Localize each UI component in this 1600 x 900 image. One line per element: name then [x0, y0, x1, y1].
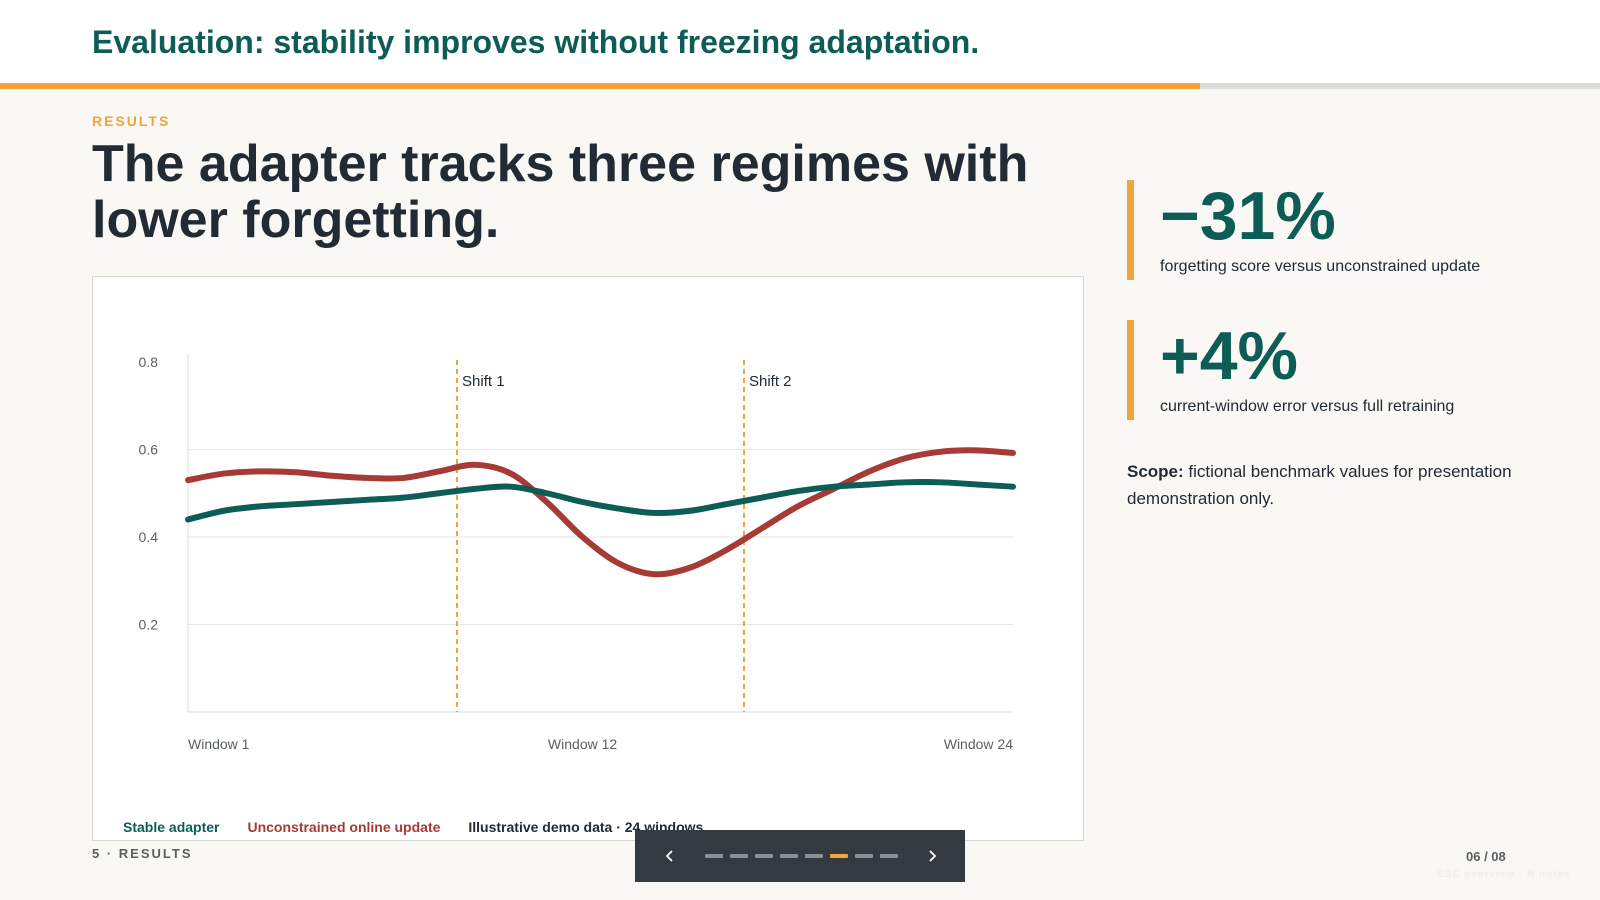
legend-unconstrained-update: Unconstrained online update	[247, 819, 441, 835]
deck-progress-fill	[0, 83, 1200, 89]
slide-dot-3[interactable]	[754, 854, 773, 858]
scope-note: Scope: fictional benchmark values for pr…	[1127, 458, 1557, 512]
slide-navigation	[635, 830, 965, 882]
slide-dot-8[interactable]	[879, 854, 898, 858]
slide-dot-6[interactable]	[829, 854, 848, 858]
x-tick-label: Window 24	[944, 736, 1013, 752]
stat-error-label: current-window error versus full retrain…	[1160, 398, 1455, 415]
series-line-unconstrained-update	[185, 447, 1016, 578]
slide-dot-2[interactable]	[729, 854, 748, 858]
series-line-stable-adapter	[185, 479, 1016, 523]
x-tick-label: Window 1	[188, 736, 250, 752]
stat-forgetting-label: forgetting score versus unconstrained up…	[1160, 258, 1481, 275]
shift-marker-label: Shift 2	[749, 373, 792, 390]
y-tick-label: 0.4	[139, 529, 159, 545]
stat-error-value: +4%	[1160, 318, 1298, 394]
y-tick-label: 0.8	[139, 354, 159, 370]
slide-header: Evaluation: stability improves without f…	[0, 0, 1600, 84]
slide-dot-1[interactable]	[704, 854, 723, 858]
scope-label: Scope:	[1127, 462, 1184, 481]
x-tick-label: Window 12	[548, 736, 617, 752]
chevron-left-icon	[665, 850, 673, 862]
previous-slide-button[interactable]	[657, 843, 683, 869]
scope-text: fictional benchmark values for presentat…	[1127, 462, 1512, 508]
chart-card: 0.2 0.4 0.6 0.8 Window 1 Window 12 Window 24 Sh…	[92, 276, 1084, 841]
y-tick-label: 0.2	[139, 617, 159, 633]
y-tick-label: 0.6	[139, 442, 159, 458]
slide-headline: The adapter tracks three regimes with lo…	[92, 135, 1029, 249]
footer-page-counter: 06 / 08	[1466, 849, 1506, 864]
deck-progress-bar	[0, 83, 1600, 89]
stat-forgetting: −31% forgetting score versus unconstrain…	[1127, 180, 1480, 280]
slide-title: Evaluation: stability improves without f…	[92, 24, 980, 60]
slide-dot-4[interactable]	[779, 854, 798, 858]
footer-keyboard-hint: ESC overview · N notes	[1437, 869, 1571, 880]
shift-marker-label: Shift 1	[462, 373, 505, 390]
slide-dots	[704, 854, 898, 858]
footer-section: 5 · RESULTS	[92, 846, 193, 861]
chart-legend: Stable adapter Unconstrained online upda…	[123, 819, 703, 835]
legend-stable-adapter: Stable adapter	[123, 819, 220, 835]
line-chart: 0.2 0.4 0.6 0.8 Window 1 Window 12 Window 24 Sh…	[139, 354, 1016, 752]
slide-dot-5[interactable]	[804, 854, 823, 858]
slide-dot-7[interactable]	[854, 854, 873, 858]
section-kicker: RESULTS	[92, 113, 171, 129]
stat-error: +4% current-window error versus full ret…	[1127, 320, 1454, 420]
next-slide-button[interactable]	[919, 843, 945, 869]
stat-forgetting-value: −31%	[1160, 178, 1336, 254]
chevron-right-icon	[929, 850, 937, 862]
